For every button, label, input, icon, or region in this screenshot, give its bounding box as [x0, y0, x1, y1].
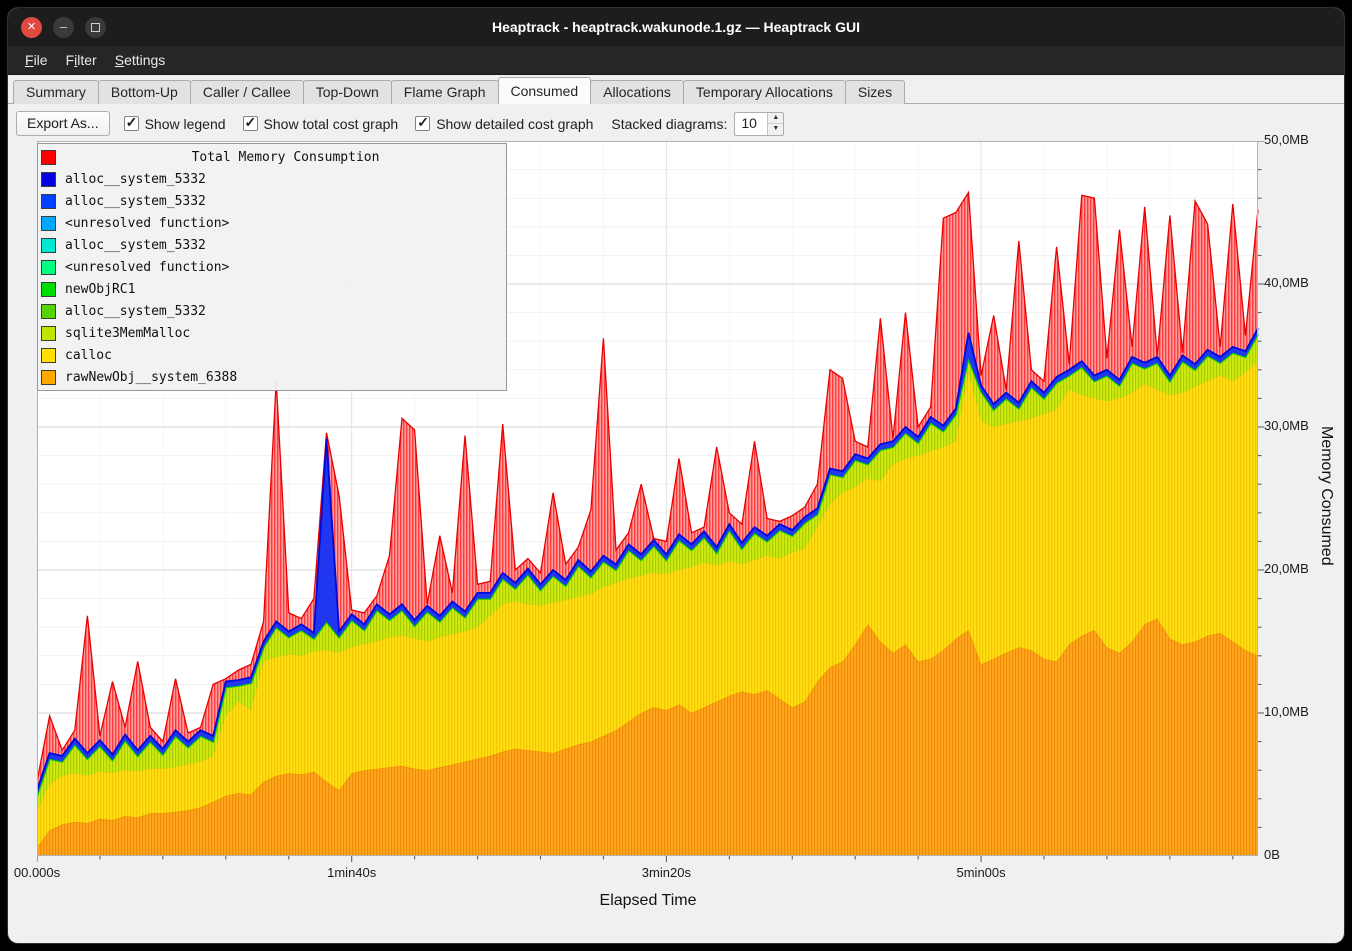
export-as-button[interactable]: Export As...: [16, 111, 110, 136]
spinbox-value[interactable]: 10: [741, 114, 757, 131]
y-axis-title: Memory Consumed: [1318, 426, 1335, 566]
legend-swatch: [41, 171, 56, 187]
checkbox-label: Show detailed cost graph: [436, 115, 594, 132]
legend-swatch: [41, 281, 56, 297]
close-icon: ✕: [26, 20, 37, 33]
minimize-button[interactable]: –: [53, 16, 74, 38]
tab-consumed[interactable]: Consumed: [497, 77, 592, 104]
tab-sizes[interactable]: Sizes: [844, 80, 906, 104]
legend-label: calloc: [65, 347, 112, 363]
checkbox-show-legend[interactable]: Show legend: [123, 114, 226, 132]
legend-title: Total Memory Consumption: [191, 149, 380, 165]
legend-label: alloc__system_5332: [65, 171, 206, 187]
x-axis-tick-label: 5min00s: [956, 865, 1006, 880]
menu-filter[interactable]: Filter: [65, 52, 97, 68]
checkbox-box[interactable]: [242, 114, 258, 131]
spin-down-button[interactable]: ▼: [768, 124, 784, 135]
menu-file[interactable]: File: [25, 52, 48, 68]
titlebar[interactable]: ✕ – Heaptrack - heaptrack.wakunode.1.gz …: [8, 8, 1344, 46]
menubar: File Filter Settings: [8, 46, 1344, 75]
chart-legend: Total Memory Consumption alloc__system_53…: [37, 143, 507, 391]
y-axis-tick-label: 20,0MB: [1264, 561, 1309, 576]
legend-swatch: [41, 303, 56, 319]
memory-consumption-chart[interactable]: [35, 140, 1268, 864]
window-title: Heaptrack - heaptrack.wakunode.1.gz — He…: [491, 19, 860, 35]
x-axis-tick-label: 3min20s: [641, 865, 691, 880]
tab-allocations[interactable]: Allocations: [590, 80, 684, 104]
legend-label: <unresolved function>: [65, 215, 230, 231]
checkbox-show-total-cost-graph[interactable]: Show total cost graph: [242, 114, 399, 132]
tab-temporary-allocations[interactable]: Temporary Allocations: [682, 80, 846, 104]
tab-bottom-up[interactable]: Bottom-Up: [97, 80, 191, 104]
checkbox-show-detailed-cost-graph[interactable]: Show detailed cost graph: [415, 114, 594, 132]
legend-entry: calloc: [41, 344, 506, 366]
legend-swatch: [41, 347, 56, 363]
legend-label: rawNewObj__system_6388: [65, 369, 238, 385]
toolbar: Export As... Show legend Show total cost …: [8, 104, 1344, 142]
tab-flame-graph[interactable]: Flame Graph: [390, 80, 499, 104]
tab-caller-callee[interactable]: Caller / Callee: [189, 80, 304, 104]
legend-entry: alloc__system_5332: [41, 168, 506, 190]
stacked-diagrams-spinbox[interactable]: 10 ▲ ▼: [734, 111, 785, 136]
y-axis-tick-label: 30,0MB: [1264, 418, 1309, 433]
legend-swatch: [41, 259, 56, 275]
x-axis-title: Elapsed Time: [599, 892, 697, 909]
legend-label: <unresolved function>: [65, 259, 230, 275]
legend-entry: newObjRC1: [41, 278, 506, 300]
legend-swatch: [41, 193, 56, 209]
y-axis-tick-label: 0B: [1264, 847, 1280, 862]
legend-entry: alloc__system_5332: [41, 300, 506, 322]
checkbox-label: Show total cost graph: [263, 115, 399, 132]
legend-swatch-total: [41, 149, 56, 165]
legend-swatch: [41, 325, 56, 341]
legend-label: sqlite3MemMalloc: [65, 325, 191, 341]
x-axis-tick-label: 00.000s: [13, 865, 61, 880]
close-button[interactable]: ✕: [21, 16, 42, 38]
legend-label: alloc__system_5332: [65, 193, 206, 209]
stacked-diagrams-label: Stacked diagrams:: [611, 115, 728, 132]
legend-entry: alloc__system_5332: [41, 234, 506, 256]
tab-bar: Summary Bottom-Up Caller / Callee Top-Down F…: [8, 77, 1344, 104]
x-axis-tick-label: 1min40s: [327, 865, 377, 880]
window-controls: ✕ –: [21, 16, 106, 38]
checkbox-box[interactable]: [123, 114, 139, 131]
checkbox-group: Show legend Show total cost graph Show det…: [123, 114, 594, 132]
legend-swatch: [41, 215, 56, 231]
y-axis-tick-label: 50,0MB: [1264, 132, 1309, 147]
legend-entry: sqlite3MemMalloc: [41, 322, 506, 344]
legend-entry: <unresolved function>: [41, 256, 506, 278]
menu-settings[interactable]: Settings: [114, 52, 166, 68]
y-axis-tick-label: 10,0MB: [1264, 704, 1309, 719]
app-window: ✕ – Heaptrack - heaptrack.wakunode.1.gz …: [8, 8, 1344, 943]
legend-entry: alloc__system_5332: [41, 190, 506, 212]
tab-top-down[interactable]: Top-Down: [302, 80, 392, 104]
y-axis-tick-label: 40,0MB: [1264, 275, 1309, 290]
legend-entry: <unresolved function>: [41, 212, 506, 234]
spin-up-button[interactable]: ▲: [768, 112, 784, 124]
tab-summary[interactable]: Summary: [13, 80, 99, 104]
legend-label: newObjRC1: [65, 281, 136, 297]
spinbox-arrows: ▲ ▼: [767, 112, 784, 135]
legend-entry: rawNewObj__system_6388: [41, 366, 506, 388]
maximize-button[interactable]: [85, 16, 106, 38]
legend-swatch: [41, 369, 56, 385]
legend-swatch: [41, 237, 56, 253]
legend-label: alloc__system_5332: [65, 303, 206, 319]
legend-label: alloc__system_5332: [65, 237, 206, 253]
plot-canvas: [35, 140, 1264, 862]
maximize-icon: [91, 22, 100, 32]
checkbox-box[interactable]: [415, 114, 431, 131]
stacked-diagrams-group: Stacked diagrams: 10 ▲ ▼: [611, 111, 785, 136]
minimize-icon: –: [59, 19, 68, 34]
checkbox-label: Show legend: [144, 115, 226, 132]
legend-title-row: Total Memory Consumption: [41, 146, 506, 168]
